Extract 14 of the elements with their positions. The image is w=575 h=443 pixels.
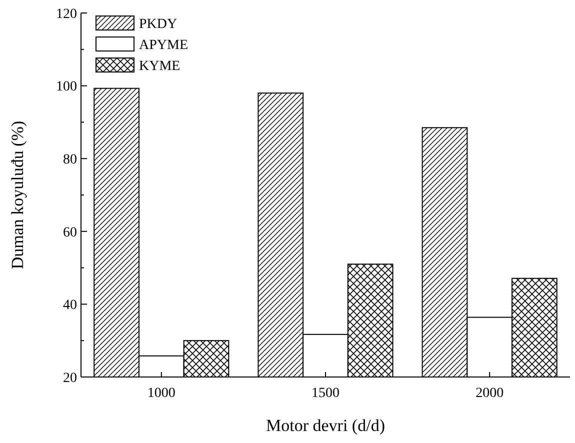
x-tick-label: 2000 [476, 386, 504, 401]
legend-label: PKDY [139, 16, 178, 32]
x-axis-title: Motor devri (d/d) [266, 416, 385, 435]
y-tick-label: 80 [63, 152, 77, 168]
y-tick-label: 60 [63, 225, 77, 240]
legend-label: APYME [139, 38, 188, 53]
y-tick-label: 120 [56, 6, 77, 22]
y-axis-title: Duman koyuluđu (%) [8, 120, 27, 270]
y-tick-label: 20 [63, 370, 77, 386]
y-tick-label: 100 [56, 80, 77, 95]
legend-label: KYME [139, 58, 180, 74]
x-tick-label: 1000 [147, 386, 176, 401]
x-tick-label: 1500 [312, 386, 340, 401]
y-tick-label: 40 [63, 298, 77, 314]
